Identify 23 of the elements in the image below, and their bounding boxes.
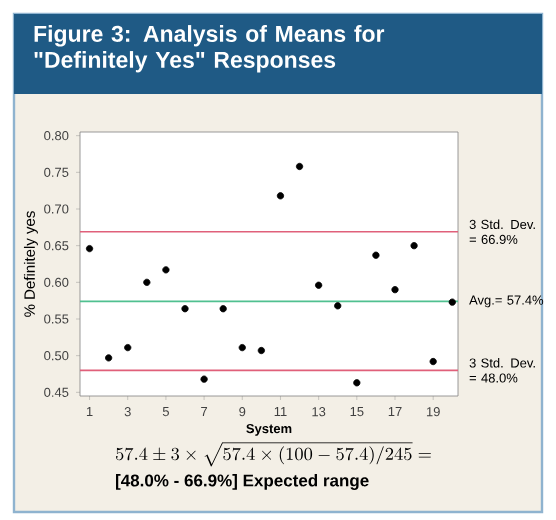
point <box>410 242 418 250</box>
point <box>372 251 380 259</box>
point <box>448 298 456 306</box>
point <box>238 344 246 352</box>
point <box>257 346 265 355</box>
point <box>105 354 113 362</box>
point <box>353 379 361 387</box>
point <box>219 305 227 313</box>
text: $57.4 \pm 3\times\sqrt{57.4\times(100-57.4)/245} =$ <box>115 442 431 467</box>
point <box>276 192 285 200</box>
point <box>315 281 323 289</box>
point <box>429 357 437 366</box>
point <box>85 245 94 253</box>
text: [48.0% - 66.9%] Expected range <box>116 474 369 490</box>
point <box>124 344 132 352</box>
chart-title: Figure 3: Analysis of Means for "Definitely Yes" Responses <box>34 25 385 73</box>
point <box>181 305 189 313</box>
point <box>391 286 399 294</box>
point <box>200 375 208 383</box>
point <box>334 302 342 310</box>
point <box>295 162 304 171</box>
point <box>162 266 170 274</box>
point <box>143 278 151 286</box>
